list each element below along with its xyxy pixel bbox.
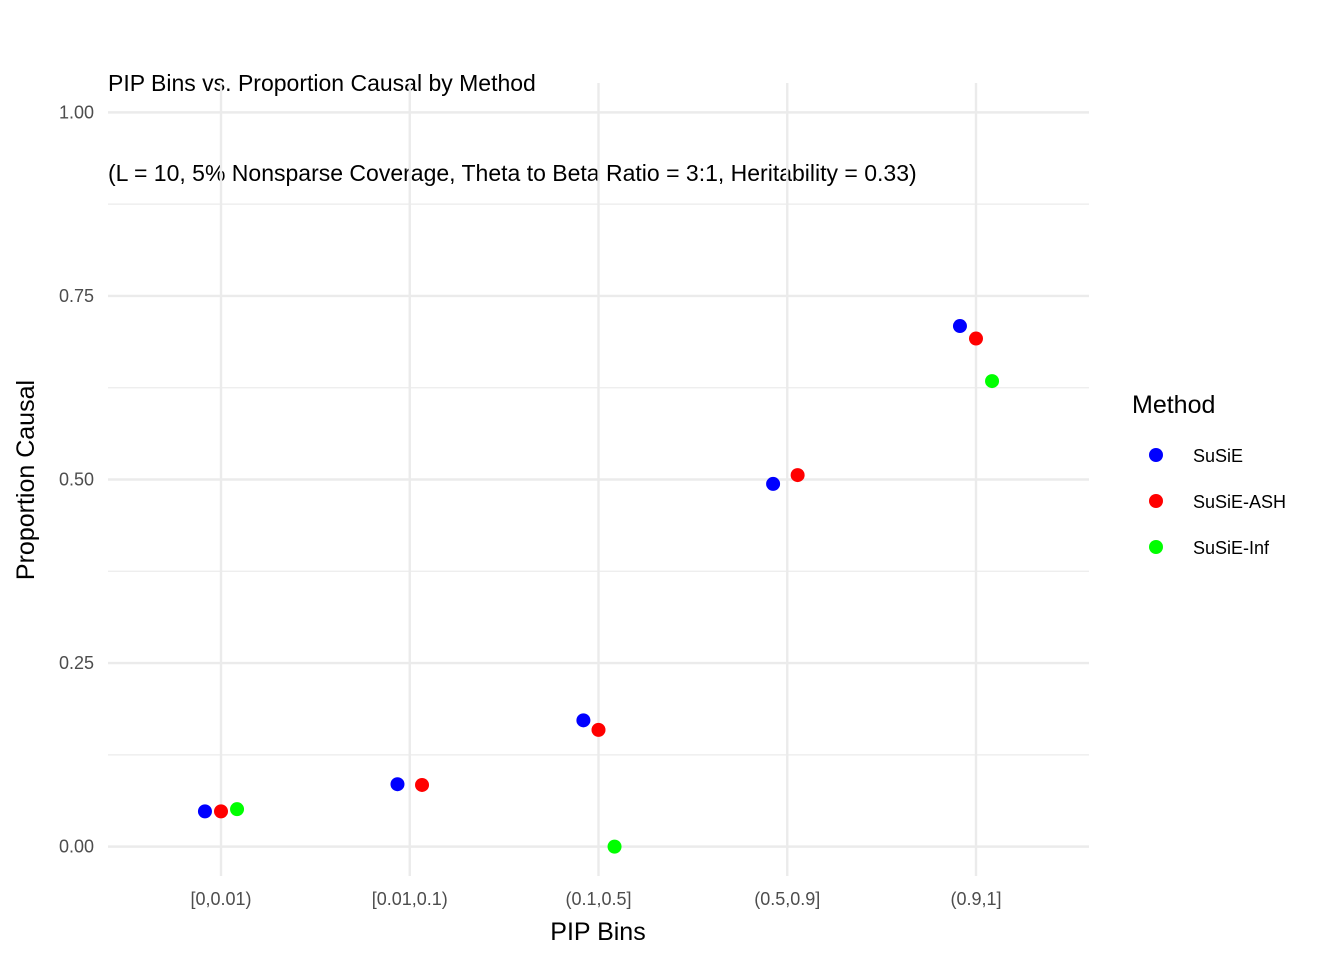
x-tick-label: (0.9,1] bbox=[950, 889, 1001, 909]
legend: Method SuSiE SuSiE-ASH SuSiE-Inf bbox=[1132, 391, 1286, 558]
legend-label: SuSiE-Inf bbox=[1193, 538, 1270, 558]
point-susie bbox=[952, 319, 967, 334]
y-axis-ticks: 0.00 0.25 0.50 0.75 1.00 bbox=[59, 102, 94, 856]
data-points bbox=[197, 319, 1000, 854]
chart-subtitle: (L = 10, 5% Nonsparse Coverage, Theta to… bbox=[108, 160, 917, 186]
legend-key-susie-ash bbox=[1149, 494, 1163, 508]
x-axis-ticks: [0,0.01) [0.01,0.1) (0.1,0.5] (0.5,0.9] (0.9… bbox=[190, 889, 1001, 909]
point-susie bbox=[390, 777, 405, 792]
point-susie-ash bbox=[415, 777, 430, 792]
grid-lines bbox=[108, 83, 1089, 876]
y-axis-label: Proportion Causal bbox=[12, 380, 40, 580]
x-tick-label: (0.1,0.5] bbox=[565, 889, 631, 909]
x-tick-label: [0.01,0.1) bbox=[372, 889, 448, 909]
point-susie-ash bbox=[969, 331, 983, 346]
x-tick-label: (0.5,0.9] bbox=[754, 889, 820, 909]
point-susie-inf bbox=[230, 802, 245, 817]
legend-label: SuSiE-ASH bbox=[1193, 492, 1286, 512]
point-susie-ash bbox=[790, 468, 805, 483]
y-tick-label: 0.00 bbox=[59, 837, 94, 857]
point-susie-ash bbox=[214, 804, 228, 819]
chart-title-block: PIP Bins vs. Proportion Causal by Method… bbox=[108, 8, 917, 218]
point-susie-ash bbox=[591, 722, 606, 737]
legend-label: SuSiE bbox=[1193, 446, 1243, 466]
y-tick-label: 0.75 bbox=[59, 286, 94, 306]
point-susie bbox=[576, 713, 591, 728]
point-susie bbox=[197, 804, 212, 819]
y-tick-label: 0.50 bbox=[59, 470, 94, 490]
legend-key-susie bbox=[1149, 448, 1163, 462]
x-tick-label: [0,0.01) bbox=[190, 889, 251, 909]
y-tick-label: 0.25 bbox=[59, 653, 94, 673]
point-susie-inf bbox=[607, 839, 622, 854]
point-susie bbox=[766, 476, 781, 491]
y-tick-label: 1.00 bbox=[59, 102, 94, 122]
x-axis-label: PIP Bins bbox=[550, 918, 645, 946]
chart-title: PIP Bins vs. Proportion Causal by Method bbox=[108, 70, 536, 96]
legend-key-susie-inf bbox=[1149, 540, 1163, 554]
legend-title: Method bbox=[1132, 391, 1215, 419]
point-susie-inf bbox=[985, 374, 1000, 389]
